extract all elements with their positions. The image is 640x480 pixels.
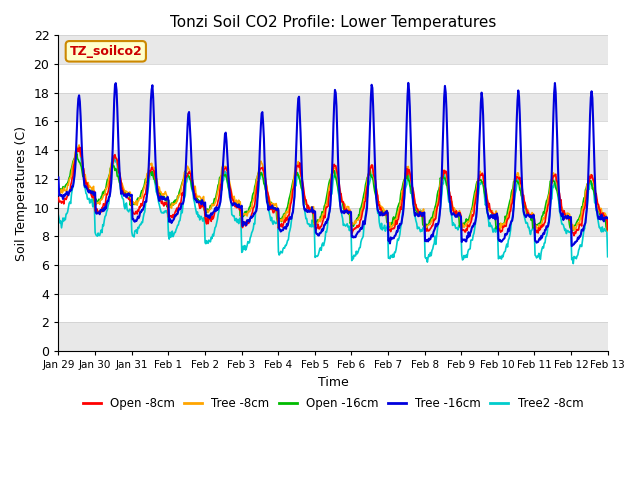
Bar (58, 208, 607, 236)
Title: Tonzi Soil CO2 Profile: Lower Temperatures: Tonzi Soil CO2 Profile: Lower Temperatur… (170, 15, 496, 30)
Legend: Open -8cm, Tree -8cm, Open -16cm, Tree -16cm, Tree2 -8cm: Open -8cm, Tree -8cm, Open -16cm, Tree -… (78, 392, 588, 415)
Bar (58, 150, 607, 179)
Y-axis label: Soil Temperatures (C): Soil Temperatures (C) (15, 126, 28, 261)
Bar (58, 93, 607, 121)
Bar (58, 323, 607, 351)
X-axis label: Time: Time (317, 376, 348, 389)
Bar (58, 265, 607, 294)
Bar (58, 36, 607, 64)
Text: TZ_soilco2: TZ_soilco2 (70, 45, 142, 58)
